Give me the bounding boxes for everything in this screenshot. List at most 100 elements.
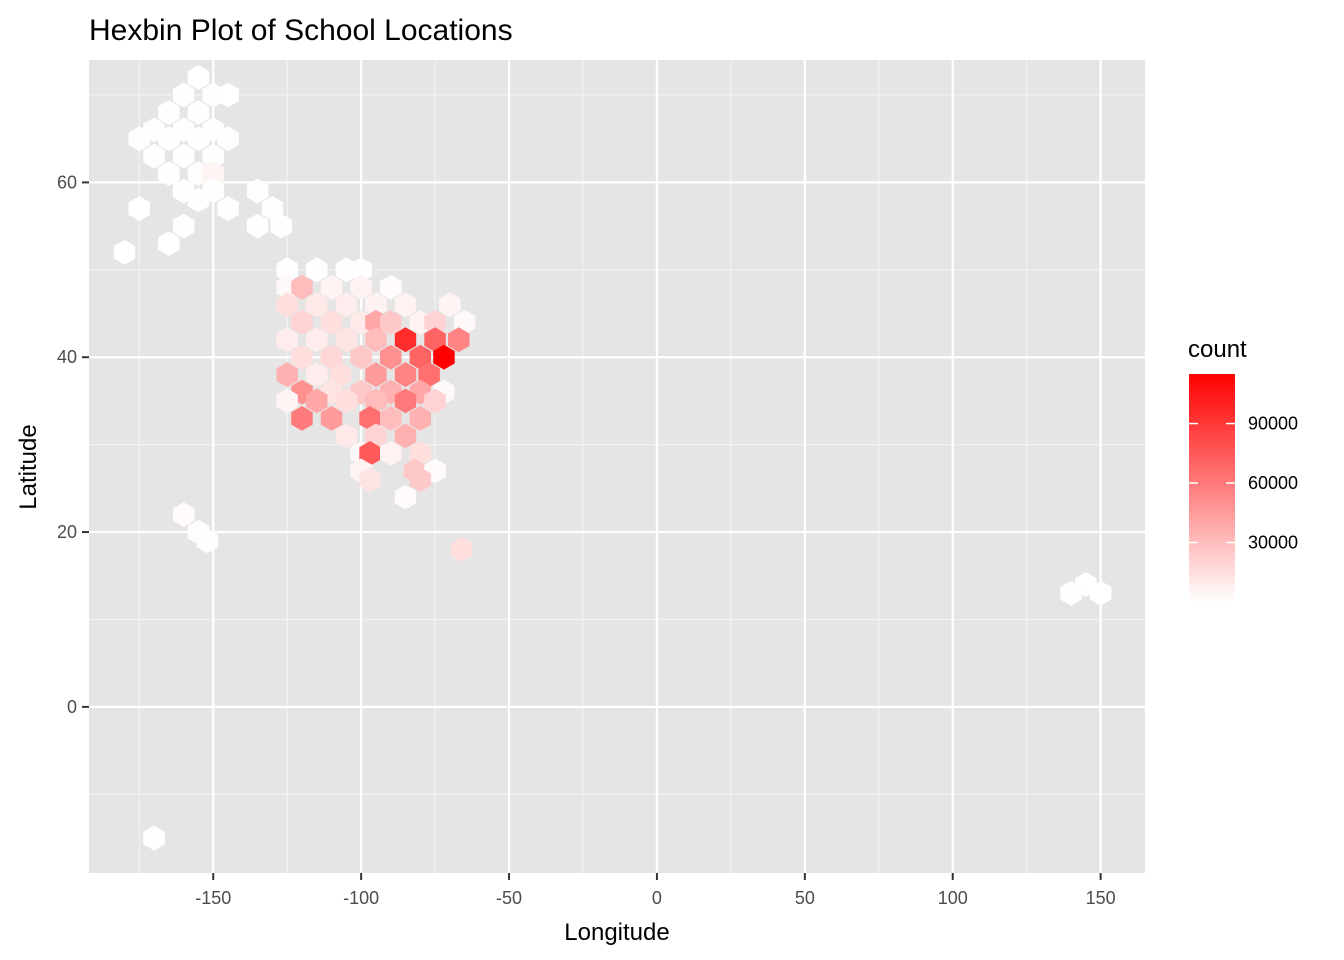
- hexbin-cell: [187, 100, 210, 125]
- hexbin-cell: [409, 467, 431, 492]
- y-axis: 0 20 40 60: [57, 172, 89, 717]
- hexbin-cell: [276, 257, 298, 283]
- hexbin-cell: [276, 292, 298, 318]
- x-tick-label: 150: [1086, 888, 1116, 908]
- hexbin-cell: [329, 362, 352, 388]
- legend-label: 30000: [1248, 533, 1298, 553]
- hexbin-cell: [394, 292, 417, 318]
- hexbin-cell: [202, 161, 224, 186]
- hexbin-cell: [291, 274, 313, 300]
- hexbin-cell: [291, 309, 313, 335]
- chart-title: Hexbin Plot of School Locations: [89, 14, 513, 47]
- y-axis-title: Latitude: [15, 424, 42, 509]
- hexbin-cell: [394, 423, 417, 449]
- hexbin-cell: [217, 82, 239, 108]
- hexbin-cell: [424, 327, 446, 353]
- hexbin-cell: [276, 327, 298, 353]
- hexbin-cell: [365, 292, 387, 318]
- hexbin-cell: [196, 528, 219, 554]
- hexbin-cell: [409, 344, 431, 370]
- hexbin-cell: [1089, 580, 1112, 606]
- hexbin-cell: [246, 213, 269, 239]
- x-tick-label: -150: [195, 888, 231, 908]
- hexbin-cell: [320, 274, 343, 300]
- hexbin-cell: [359, 441, 381, 466]
- x-axis: -150 -100 -50 0 50 100 150: [195, 873, 1116, 908]
- hexbin-cell: [172, 143, 195, 169]
- hexbin-cell: [187, 187, 210, 213]
- y-tick-label: 20: [57, 522, 77, 542]
- hexbin-cell: [335, 292, 358, 318]
- hexbin-cell: [409, 406, 431, 431]
- hexbin-cell: [172, 82, 195, 108]
- hexbin-cell: [320, 344, 343, 370]
- hexbin-cell: [261, 196, 284, 221]
- hexbin-cell: [350, 274, 372, 300]
- hexbin-cell: [270, 213, 292, 239]
- hexbin-cells: [113, 65, 1112, 851]
- hexbin-cell: [320, 309, 343, 335]
- hexbin-cell: [202, 143, 224, 169]
- hexbin-cell: [158, 100, 180, 125]
- hexbin-cell: [424, 309, 446, 335]
- hexbin-cell: [158, 126, 180, 152]
- hexbin-cell: [172, 213, 195, 239]
- x-tick-label: 100: [938, 888, 968, 908]
- hexbin-cell: [1060, 580, 1082, 606]
- hexbin-cell: [380, 274, 402, 300]
- x-tick-label: -100: [343, 888, 379, 908]
- hexbin-cell: [306, 292, 328, 318]
- y-tick-label: 0: [67, 697, 77, 717]
- hexbin-cell: [365, 327, 387, 353]
- hexbin-cell: [291, 406, 313, 431]
- hexbin-cell: [158, 231, 180, 256]
- hexbin-cell: [306, 257, 328, 283]
- hexbin-cell: [291, 344, 313, 370]
- hexbin-cell: [433, 344, 455, 370]
- x-tick-label: -50: [496, 888, 522, 908]
- hexbin-cell: [246, 178, 269, 204]
- hexbin-cell: [276, 362, 298, 388]
- hexbin-cell: [380, 344, 402, 370]
- y-tick-label: 60: [57, 172, 77, 192]
- hexbin-cell: [359, 467, 381, 492]
- hexbin-cell: [448, 327, 470, 353]
- hexbin-cell: [439, 292, 461, 318]
- hexbin-cell: [217, 126, 239, 152]
- hexbin-cell: [418, 362, 440, 388]
- hexbin-cell: [187, 65, 210, 90]
- hexbin-cell: [217, 196, 239, 221]
- hexbin-cell: [350, 344, 372, 370]
- hexbin-cell: [394, 327, 417, 353]
- legend-title: count: [1188, 336, 1247, 363]
- hexbin-cell: [276, 388, 298, 414]
- legend-label: 60000: [1248, 473, 1298, 493]
- hexbin-cell: [143, 143, 165, 169]
- hexbin-cell: [335, 423, 358, 449]
- hexbin-cell: [306, 388, 328, 414]
- x-tick-label: 0: [652, 888, 662, 908]
- hexbin-cell: [335, 388, 358, 414]
- hexbin-cell: [380, 309, 402, 335]
- legend-colorbar: [1189, 374, 1235, 602]
- hexbin-cell: [394, 388, 417, 414]
- hexbin-cell: [365, 362, 387, 388]
- hexbin-cell: [451, 537, 473, 562]
- hexbin-cell: [128, 126, 150, 152]
- hexbin-cell: [350, 257, 372, 283]
- hexbin-cell: [143, 825, 165, 851]
- hexbin-cell: [380, 406, 402, 431]
- hexbin-cell: [128, 196, 150, 221]
- y-tick-label: 40: [57, 347, 77, 367]
- x-axis-title: Longitude: [564, 919, 669, 946]
- hexbin-cell: [394, 484, 417, 510]
- hexbin-cell: [320, 406, 343, 431]
- hexbin-cell: [113, 239, 136, 265]
- hexbin-cell: [394, 362, 417, 388]
- legend-label: 90000: [1248, 414, 1298, 434]
- color-legend: count 30000 60000 90000: [1188, 336, 1298, 602]
- hexbin-cell: [187, 126, 210, 152]
- x-tick-label: 50: [795, 888, 815, 908]
- hexbin-cell: [158, 161, 180, 186]
